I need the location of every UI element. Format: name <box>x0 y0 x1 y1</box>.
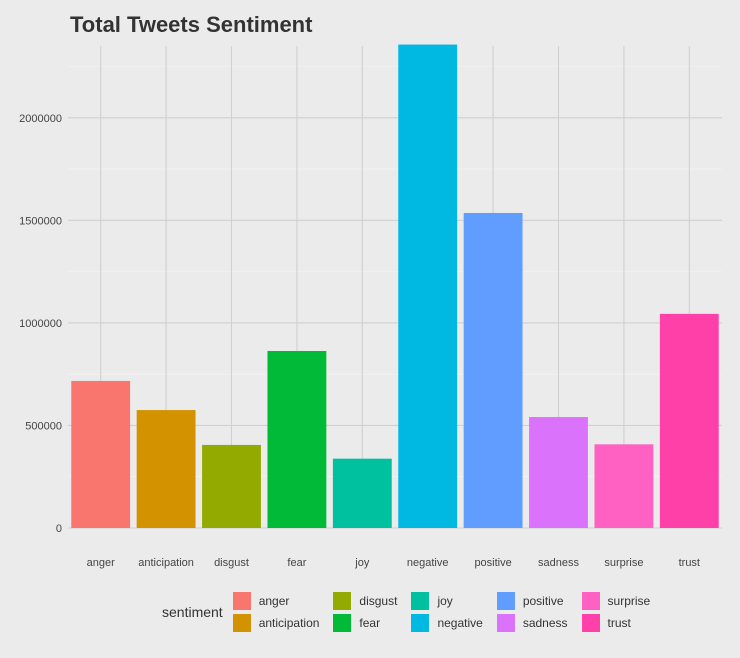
y-tick-label: 1500000 <box>19 215 62 227</box>
legend-swatch <box>496 592 515 610</box>
bar-surprise <box>594 444 654 528</box>
bar-joy <box>332 458 392 528</box>
x-tick-label: fear <box>287 557 306 569</box>
legend-label: positive <box>522 594 564 608</box>
legend-label: anger <box>258 594 290 608</box>
legend-label: disgust <box>359 594 398 608</box>
chart-title: Total Tweets Sentiment <box>70 12 313 37</box>
legend-item-anticipation: anticipation <box>232 612 326 634</box>
legend-swatch <box>333 592 352 610</box>
y-tick-label: 0 <box>56 523 62 535</box>
bar-trust <box>659 313 719 528</box>
legend-title: sentiment <box>162 604 223 620</box>
x-tick-label: sadness <box>538 557 579 569</box>
bar-chart: 0 500000 1000000 1500000 2000000 anger antici… <box>19 44 722 569</box>
legend-item-sadness: sadness <box>496 612 574 634</box>
bar-anger <box>71 380 131 528</box>
y-axis-ticks: 0 500000 1000000 1500000 2000000 <box>19 113 62 535</box>
bar-negative <box>398 44 458 528</box>
bar-disgust <box>202 444 261 528</box>
legend-label: surprise <box>607 594 651 608</box>
legend-swatch <box>232 614 251 632</box>
legend-swatch <box>496 614 515 632</box>
legend-item-positive: positive <box>496 590 574 612</box>
bar-positive <box>463 212 523 528</box>
x-tick-label: surprise <box>604 557 643 569</box>
x-tick-label: anticipation <box>138 557 194 569</box>
legend-swatch <box>581 614 600 632</box>
bar-fear <box>267 350 327 528</box>
legend-item-surprise: surprise <box>581 590 657 612</box>
legend-swatch <box>333 614 352 632</box>
y-tick-label: 2000000 <box>19 113 62 125</box>
legend-label: sadness <box>522 616 568 630</box>
x-tick-label: negative <box>407 557 449 569</box>
y-tick-label: 1000000 <box>19 318 62 330</box>
x-tick-label: trust <box>679 557 700 569</box>
x-tick-label: anger <box>87 557 115 569</box>
legend-label: fear <box>359 616 381 630</box>
bars <box>71 44 719 528</box>
y-tick-label: 500000 <box>25 420 62 432</box>
legend-item-negative: negative <box>411 612 488 634</box>
legend-label: trust <box>607 616 631 630</box>
x-tick-label: joy <box>354 557 370 569</box>
legend: sentiment anger anticipation disgust fear jo… <box>162 590 656 634</box>
bar-sadness <box>529 417 588 528</box>
legend-item-fear: fear <box>333 612 403 634</box>
legend-item-anger: anger <box>232 590 326 612</box>
bar-anticipation <box>136 410 196 528</box>
legend-entries: anger anticipation disgust fear joy negative p… <box>232 590 657 634</box>
legend-item-disgust: disgust <box>333 590 403 612</box>
legend-swatch <box>411 592 430 610</box>
x-tick-label: disgust <box>214 557 249 569</box>
legend-label: anticipation <box>258 616 320 630</box>
x-tick-label: positive <box>474 557 511 569</box>
legend-label: negative <box>437 616 483 630</box>
legend-swatch <box>411 614 430 632</box>
legend-swatch <box>232 592 251 610</box>
x-axis-ticks: anger anticipation disgust fear joy negative p… <box>87 557 700 569</box>
legend-item-trust: trust <box>581 612 657 634</box>
legend-swatch <box>581 592 600 610</box>
legend-item-joy: joy <box>411 590 488 612</box>
legend-label: joy <box>437 594 453 608</box>
